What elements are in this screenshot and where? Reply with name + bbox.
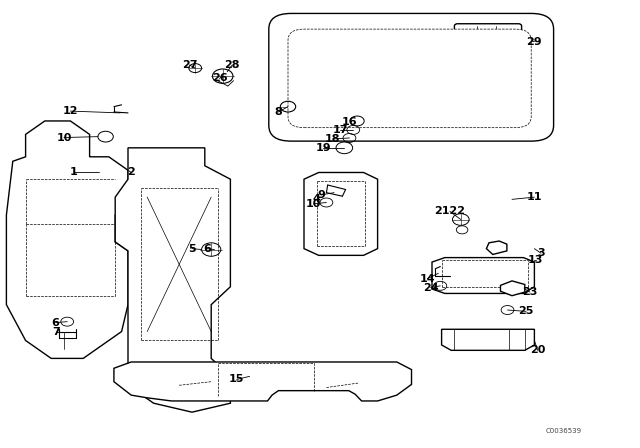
- Text: 10: 10: [306, 199, 321, 209]
- Text: 27: 27: [182, 60, 197, 70]
- Polygon shape: [304, 172, 378, 255]
- Text: 3: 3: [537, 248, 545, 258]
- Text: 2: 2: [127, 168, 135, 177]
- Text: 25: 25: [518, 306, 534, 316]
- Text: 20: 20: [530, 345, 545, 355]
- Polygon shape: [6, 121, 128, 358]
- Text: 6: 6: [52, 318, 60, 327]
- Text: 2122: 2122: [435, 207, 465, 216]
- Polygon shape: [442, 329, 534, 350]
- Polygon shape: [486, 241, 507, 254]
- Text: 4: 4: [313, 194, 321, 204]
- FancyBboxPatch shape: [269, 13, 554, 141]
- Text: 5: 5: [188, 244, 196, 254]
- Text: 10: 10: [56, 133, 72, 142]
- Polygon shape: [432, 258, 534, 293]
- Text: C0036539: C0036539: [545, 428, 581, 434]
- Text: 23: 23: [522, 287, 538, 297]
- Text: 15: 15: [229, 375, 244, 384]
- Text: 16: 16: [342, 117, 357, 127]
- Text: 18: 18: [325, 134, 340, 144]
- Text: 19: 19: [316, 143, 331, 153]
- Text: 24: 24: [423, 283, 438, 293]
- Text: 9: 9: [317, 190, 325, 200]
- Polygon shape: [500, 281, 525, 296]
- Polygon shape: [114, 362, 412, 401]
- Text: 6: 6: [203, 244, 211, 254]
- Text: 12: 12: [63, 106, 78, 116]
- Text: 28: 28: [225, 60, 240, 70]
- Text: 13: 13: [528, 255, 543, 265]
- Text: 17: 17: [333, 125, 348, 135]
- Text: 11: 11: [527, 192, 542, 202]
- Text: 29: 29: [527, 37, 542, 47]
- Text: 7: 7: [52, 327, 60, 337]
- Polygon shape: [115, 148, 230, 412]
- FancyBboxPatch shape: [454, 24, 522, 52]
- Text: 8: 8: [275, 107, 282, 117]
- Text: 26: 26: [212, 73, 227, 83]
- FancyBboxPatch shape: [288, 29, 531, 128]
- Text: 14: 14: [420, 274, 435, 284]
- Text: 1: 1: [70, 168, 77, 177]
